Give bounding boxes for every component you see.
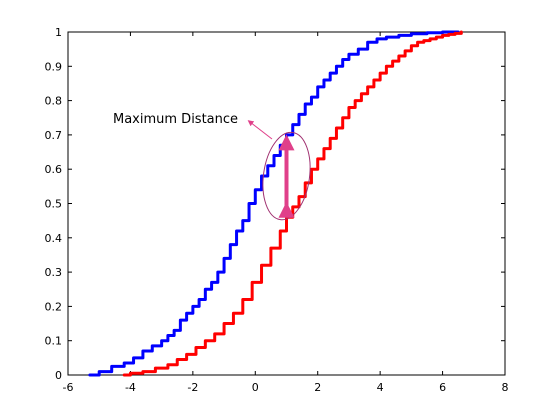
series-line-2 — [122, 30, 463, 377]
series-layer — [88, 30, 463, 377]
y-tick-label: 0 — [55, 369, 62, 382]
axes: -6 -4 -2 0 2 4 6 8 0 0.1 0.2 0.3 0.4 0.5 0.6 0.7 0.8 0.9 1 — [45, 26, 509, 394]
series-line-1 — [88, 30, 460, 377]
y-tick-label: 0.3 — [45, 266, 63, 279]
x-tick-label: 4 — [377, 381, 384, 394]
y-tick-label: 0.1 — [45, 335, 63, 348]
y-tick-label: 0.9 — [45, 60, 63, 73]
x-tick-label: -6 — [63, 381, 74, 394]
distance-ellipse — [262, 131, 311, 221]
y-tick-label: 0.4 — [45, 232, 63, 245]
x-tick-label: 8 — [502, 381, 509, 394]
x-tick-label: 6 — [439, 381, 446, 394]
y-tick-label: 0.6 — [45, 163, 63, 176]
x-tick-label: -4 — [125, 381, 136, 394]
y-tick-label: 0.5 — [45, 198, 63, 211]
y-tick-label: 0.7 — [45, 129, 63, 142]
y-tick-label: 0.2 — [45, 300, 63, 313]
x-tick-label: 2 — [314, 381, 321, 394]
annotation-layer: Maximum Distance — [113, 112, 311, 221]
x-tick-label: 0 — [252, 381, 259, 394]
y-tick-label: 1 — [55, 26, 62, 39]
x-tick-label: -2 — [187, 381, 198, 394]
annotation-pointer-arrow — [247, 120, 273, 140]
annotation-label: Maximum Distance — [113, 112, 238, 127]
y-tick-label: 0.8 — [45, 95, 63, 108]
